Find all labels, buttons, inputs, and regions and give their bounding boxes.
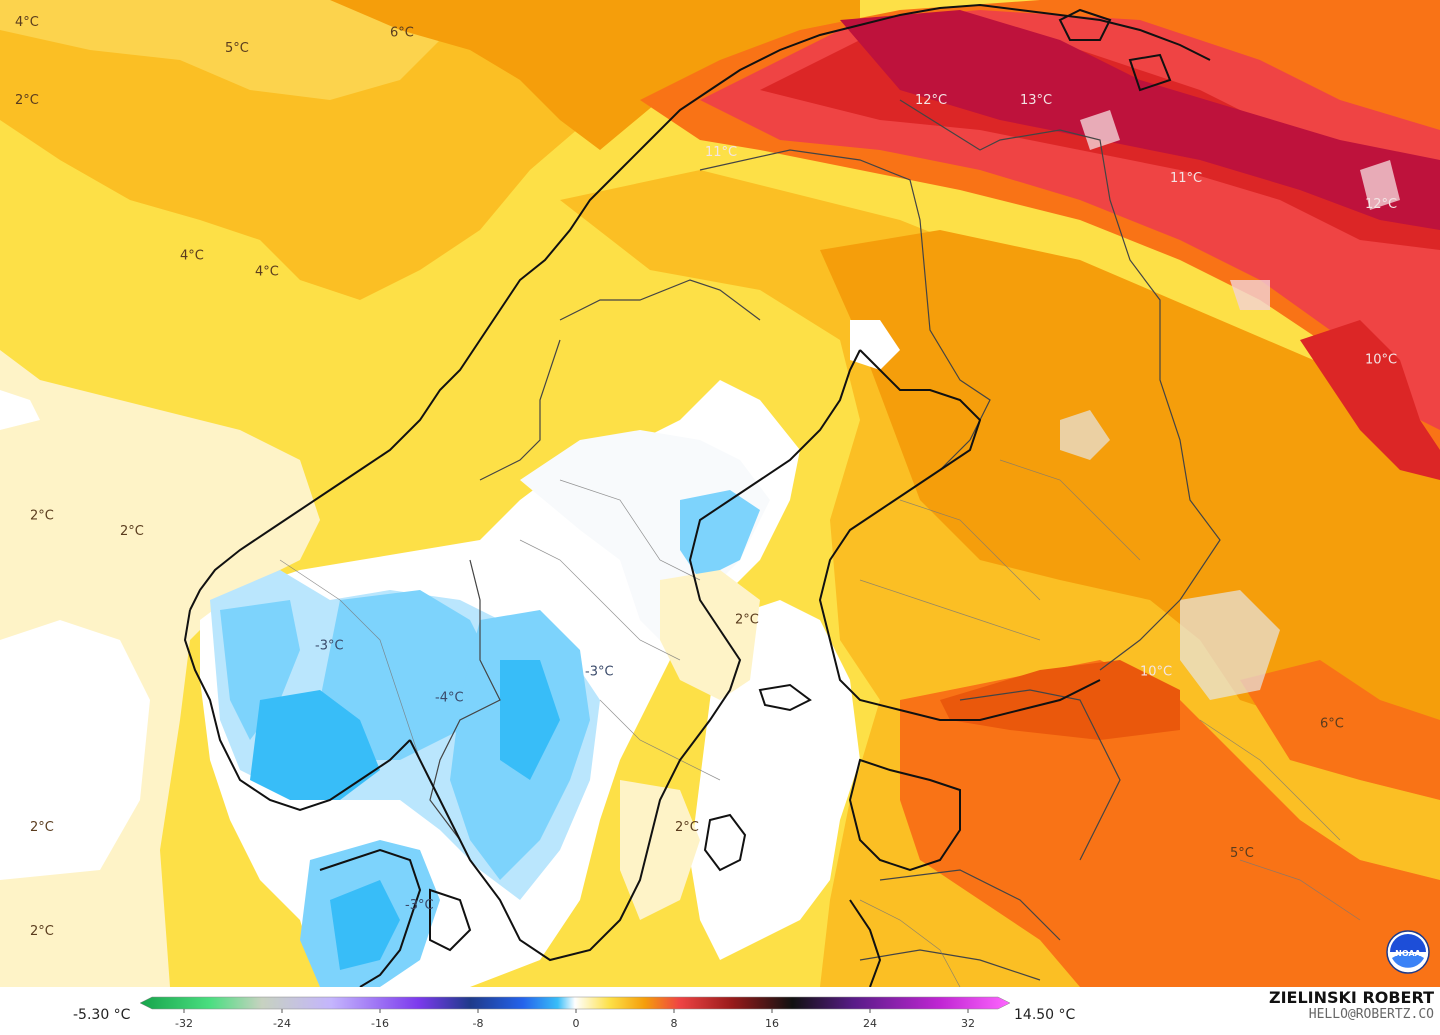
- temperature-label: 2°C: [735, 612, 759, 627]
- temperature-label: 12°C: [1365, 197, 1397, 212]
- temperature-label: 6°C: [390, 25, 414, 40]
- legend-tick-label: 32: [961, 1017, 975, 1030]
- temperature-label: 13°C: [1020, 93, 1052, 108]
- temperature-label: 2°C: [15, 93, 39, 108]
- legend-gradient-bar: [140, 996, 1010, 1010]
- legend-tick-label: -24: [273, 1017, 291, 1030]
- temperature-label: 5°C: [1230, 846, 1254, 861]
- temperature-label: -3°C: [585, 664, 614, 679]
- legend-tick-label: 16: [765, 1017, 779, 1030]
- legend-max-label: 14.50 °C: [1014, 1007, 1076, 1023]
- temperature-map: 4°C 5°C 6°C 2°C 4°C 4°C 11°C 12°C 13°C 11°C 12°C 10…: [0, 0, 1440, 987]
- temperature-labels: 4°C 5°C 6°C 2°C 4°C 4°C 11°C 12°C 13°C 11°C 12°C 10…: [15, 15, 1397, 939]
- temperature-label: 4°C: [15, 15, 39, 30]
- legend-tick-label: 24: [863, 1017, 877, 1030]
- temperature-label: -4°C: [435, 690, 464, 705]
- temperature-label: 11°C: [705, 145, 737, 160]
- legend-tick-label: -32: [175, 1017, 193, 1030]
- map-canvas: 4°C 5°C 6°C 2°C 4°C 4°C 11°C 12°C 13°C 11°C 12°C 10…: [0, 0, 1440, 987]
- legend-tick-label: -16: [371, 1017, 389, 1030]
- temperature-label: -3°C: [405, 898, 434, 913]
- temperature-label: 2°C: [675, 820, 699, 835]
- temperature-label: 12°C: [915, 93, 947, 108]
- noaa-logo-text: NOAA: [1395, 949, 1421, 958]
- temperature-label: 5°C: [225, 41, 249, 56]
- legend-tick-label: 0: [573, 1017, 580, 1030]
- coastlines: [183, 3, 1211, 987]
- temperature-label: 2°C: [30, 508, 54, 523]
- temperature-label: 10°C: [1140, 664, 1172, 679]
- temperature-label: 2°C: [30, 924, 54, 939]
- temperature-field: [0, 0, 1440, 987]
- legend-tick-label: -8: [473, 1017, 484, 1030]
- color-legend: -5.30 °C -3: [0, 987, 1440, 1035]
- temperature-label: 2°C: [120, 524, 144, 539]
- temperature-label: 2°C: [30, 820, 54, 835]
- temperature-label: 11°C: [1170, 171, 1202, 186]
- temperature-label: 4°C: [180, 249, 204, 264]
- temperature-label: 6°C: [1320, 716, 1344, 731]
- legend-ticks: -32 -24 -16 -8 0 8 16 24 32: [175, 1009, 975, 1030]
- legend-tick-label: 8: [671, 1017, 678, 1030]
- admin-borders: [279, 459, 1361, 987]
- legend-min-label: -5.30 °C: [73, 1007, 131, 1023]
- temperature-label: 10°C: [1365, 353, 1397, 368]
- temperature-label: 4°C: [255, 264, 279, 279]
- legend-colorbar: -32 -24 -16 -8 0 8 16 24 32: [140, 996, 1010, 1030]
- author-credit: ZIELINSKI ROBERT: [1268, 988, 1434, 1007]
- noaa-logo-icon: NOAA: [1386, 930, 1430, 974]
- temperature-label: -3°C: [315, 638, 344, 653]
- author-email: HELLO@ROBERTZ.CO: [1308, 1007, 1434, 1022]
